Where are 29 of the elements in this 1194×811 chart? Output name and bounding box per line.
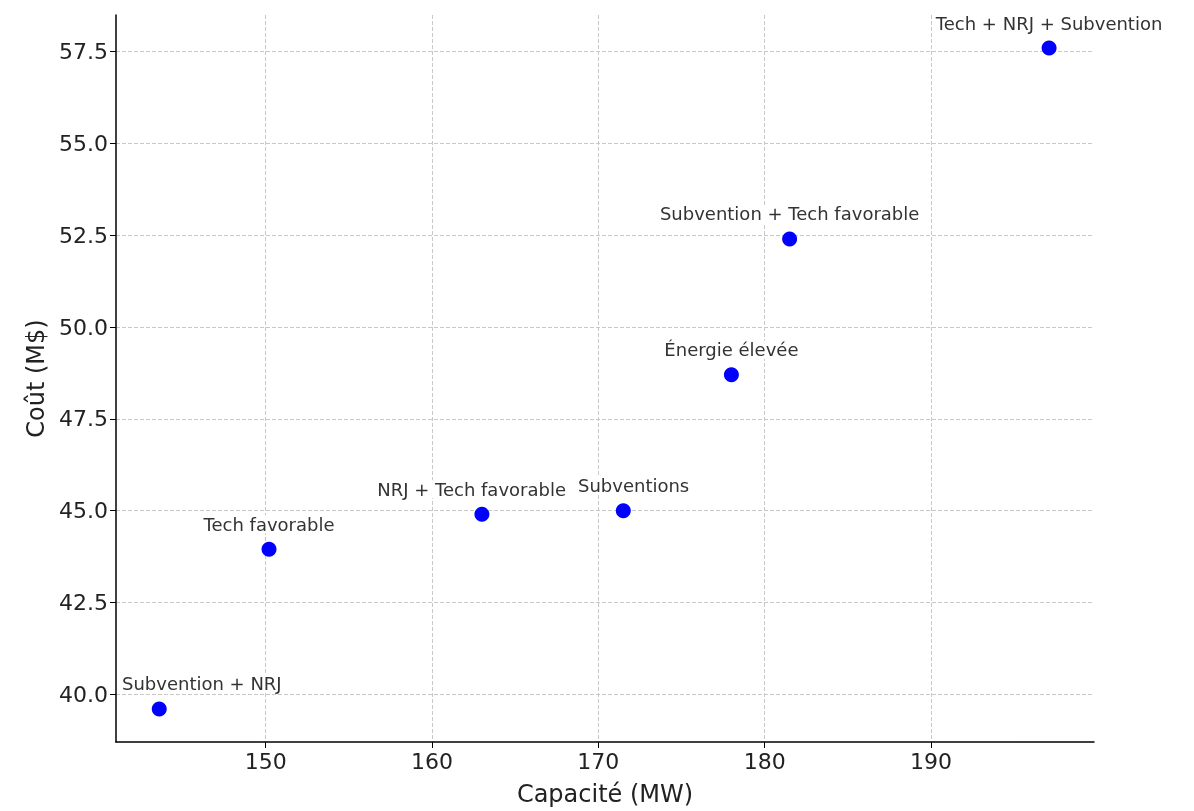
- point: [615, 503, 631, 519]
- annotation: Tech + NRJ + Subvention: [934, 12, 1163, 34]
- x-tick-label: 170: [577, 748, 620, 774]
- point: [723, 367, 739, 383]
- y-tick-label: 40.0: [59, 681, 108, 707]
- point: [474, 506, 490, 522]
- x-tick-label: 190: [910, 748, 952, 774]
- point: [261, 541, 277, 557]
- y-tick-label: 42.5: [59, 589, 108, 615]
- y-tick-label: 47.5: [59, 406, 108, 432]
- annotation: Tech favorable: [202, 513, 335, 535]
- x-tick-label: 160: [411, 748, 454, 774]
- y-tick-label: 45.0: [59, 498, 108, 524]
- x-axis-title: Capacité (MW): [516, 780, 694, 808]
- y-tick-label: 50.0: [59, 314, 108, 340]
- y-axis-title: Coût (M$): [22, 319, 50, 438]
- annotation: Subvention + NRJ: [122, 673, 282, 695]
- y-tick-label: 55.0: [59, 131, 108, 157]
- point: [1041, 40, 1057, 56]
- point: [151, 701, 167, 717]
- annotation: Énergie élevée: [664, 339, 799, 361]
- y-tick-label: 52.5: [59, 222, 108, 248]
- x-tick-label: 150: [244, 748, 287, 774]
- annotation: Subventions: [577, 475, 690, 497]
- x-tick-label: 180: [743, 748, 786, 774]
- y-tick-label: 57.5: [59, 39, 108, 65]
- annotation: Subvention + Tech favorable: [659, 203, 920, 225]
- annotation: NRJ + Tech favorable: [377, 478, 566, 500]
- point: [782, 231, 798, 247]
